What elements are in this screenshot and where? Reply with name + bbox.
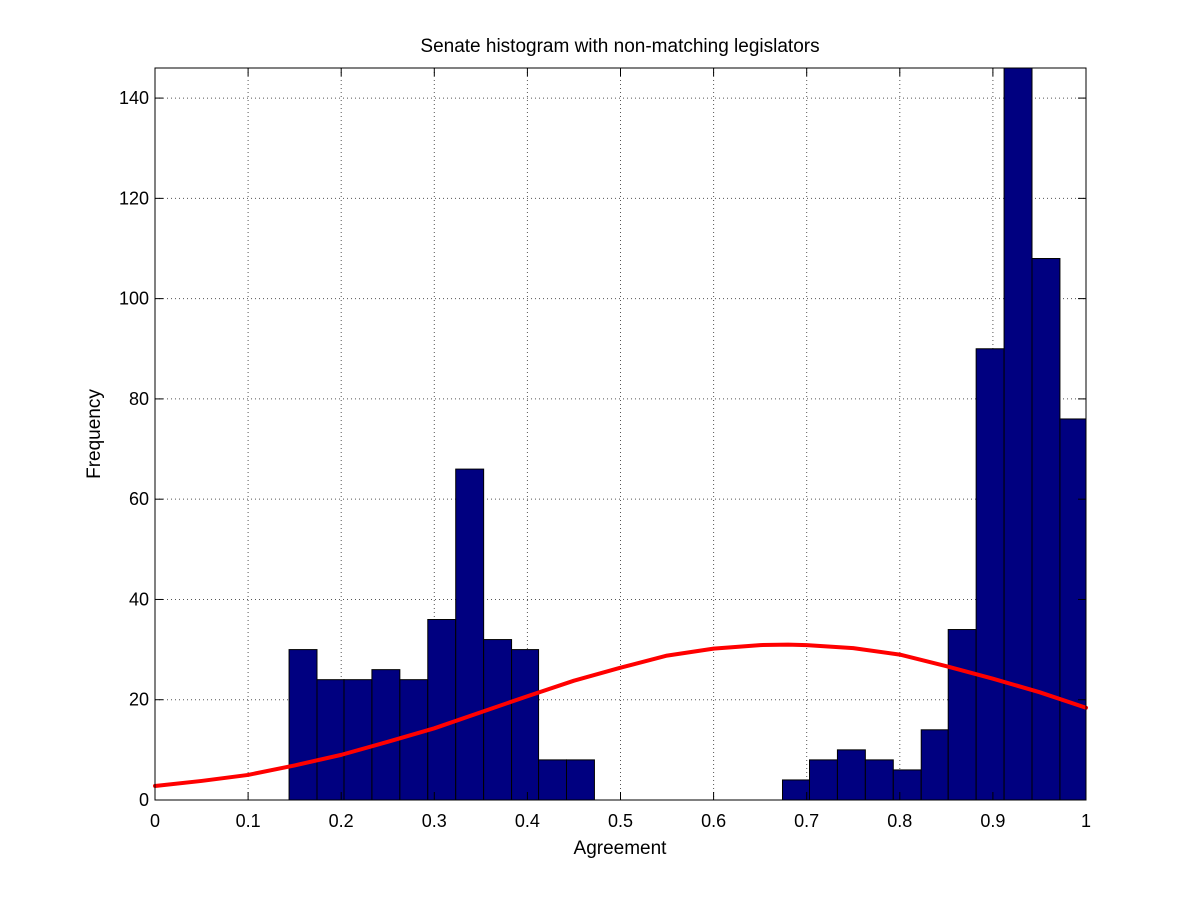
- histogram-bar: [371, 669, 401, 801]
- histogram-bar: [511, 649, 540, 801]
- histogram-bar: [566, 759, 595, 801]
- y-tick-label: 80: [129, 389, 149, 409]
- y-tick-label: 140: [119, 88, 149, 108]
- histogram-bar: [288, 649, 318, 801]
- histogram-bar: [920, 729, 949, 801]
- y-tick-label: 0: [139, 790, 149, 810]
- histogram-bar: [836, 749, 866, 801]
- histogram-bar: [808, 759, 838, 801]
- fit-curve-line: [153, 642, 1088, 788]
- x-tick-label: 0.7: [794, 811, 819, 831]
- histogram-bar: [892, 769, 922, 801]
- x-tick-label: 0.1: [236, 811, 261, 831]
- histogram-bar: [538, 759, 568, 801]
- histogram-bar: [781, 779, 810, 801]
- histogram-bar: [427, 619, 457, 801]
- x-tick-label: 0.8: [887, 811, 912, 831]
- histogram-bar: [399, 679, 429, 801]
- x-tick-label: 0.5: [608, 811, 633, 831]
- x-axis-label: Agreement: [574, 838, 668, 859]
- y-tick-label: 40: [129, 589, 149, 609]
- tick-labels: 0 0.1 0.2 0.3 0.4 0.5 0.6 0.7 0.8 0.9 1 0 20 40 60 80 10…: [119, 88, 1091, 831]
- histogram-bar: [1031, 258, 1061, 801]
- histogram-bars: [288, 67, 1087, 801]
- y-tick-label: 60: [129, 489, 149, 509]
- y-tick-label: 120: [119, 188, 149, 208]
- histogram-bar: [483, 639, 513, 801]
- histogram-bar: [316, 679, 345, 801]
- histogram-bar: [947, 629, 977, 801]
- y-tick-label: 100: [119, 289, 149, 309]
- y-axis-label: Frequency: [84, 389, 105, 479]
- histogram-bar: [1003, 67, 1033, 801]
- histogram-bar: [1059, 418, 1087, 801]
- chart-title: Senate histogram with non-matching legis…: [420, 36, 819, 57]
- histogram-bar: [455, 468, 485, 801]
- x-tick-label: 0.2: [329, 811, 354, 831]
- x-tick-label: 0: [150, 811, 160, 831]
- histogram-bar: [343, 679, 373, 801]
- x-tick-label: 0.3: [422, 811, 447, 831]
- histogram-bar: [975, 348, 1005, 801]
- y-tick-label: 20: [129, 690, 149, 710]
- axis-ticks: [154, 68, 1087, 801]
- x-tick-label: 1: [1081, 811, 1091, 831]
- x-tick-label: 0.9: [980, 811, 1005, 831]
- histogram-bar: [864, 759, 894, 801]
- x-tick-label: 0.6: [701, 811, 726, 831]
- x-tick-label: 0.4: [515, 811, 540, 831]
